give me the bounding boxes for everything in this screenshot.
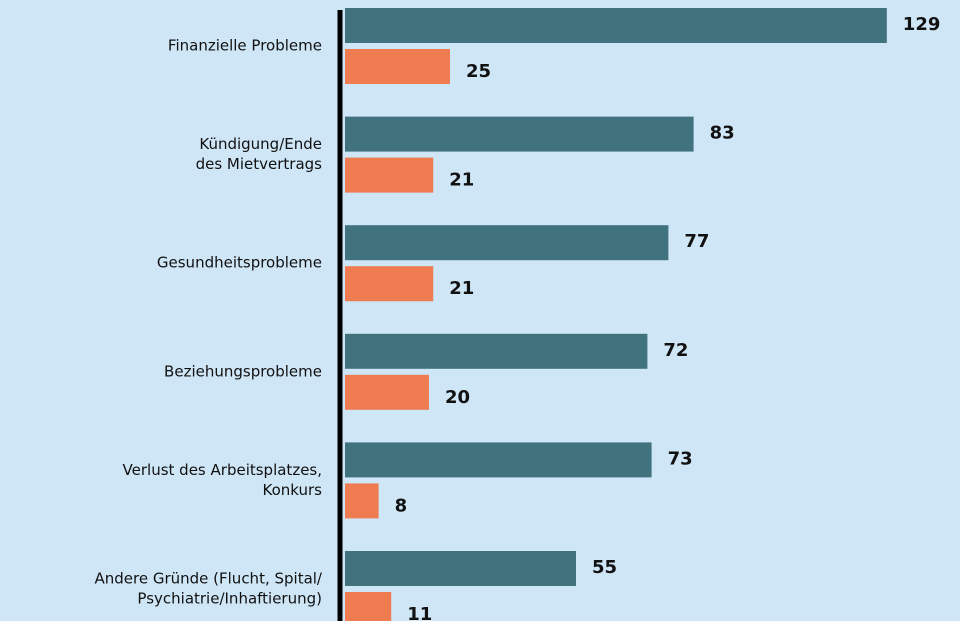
category-label: Psychiatrie/Inhaftierung) [137,590,322,608]
category-label: Beziehungsprobleme [164,362,322,380]
bar [345,483,379,519]
bar [345,266,434,302]
category-label: des Mietvertrags [196,155,323,173]
bar [345,442,652,478]
bar [345,333,648,369]
value-label: 25 [466,61,491,82]
value-label: 83 [710,123,735,144]
category-label: Kündigung/Ende [199,135,322,153]
category-label: Verlust des Arbeitsplatzes, [123,461,322,479]
bar [345,157,434,193]
value-label: 21 [449,170,474,191]
value-label: 77 [684,231,709,252]
category-label: Konkurs [263,481,323,499]
value-label: 129 [903,14,941,35]
bar [345,374,429,410]
bar [345,49,450,84]
category-label: Andere Gründe (Flucht, Spital/ [94,570,322,588]
bar [345,8,887,43]
bar [345,116,694,152]
value-label: 21 [449,278,474,299]
value-label: 73 [668,448,693,469]
value-label: 20 [445,387,470,408]
value-label: 55 [592,557,617,578]
value-label: 72 [663,340,688,361]
category-label: Finanzielle Probleme [168,37,322,55]
value-label: 8 [395,495,408,516]
bar [345,551,576,586]
value-label: 11 [407,604,432,621]
category-label: Gesundheitsprobleme [157,254,322,272]
bar [345,225,669,261]
bar [345,592,392,621]
